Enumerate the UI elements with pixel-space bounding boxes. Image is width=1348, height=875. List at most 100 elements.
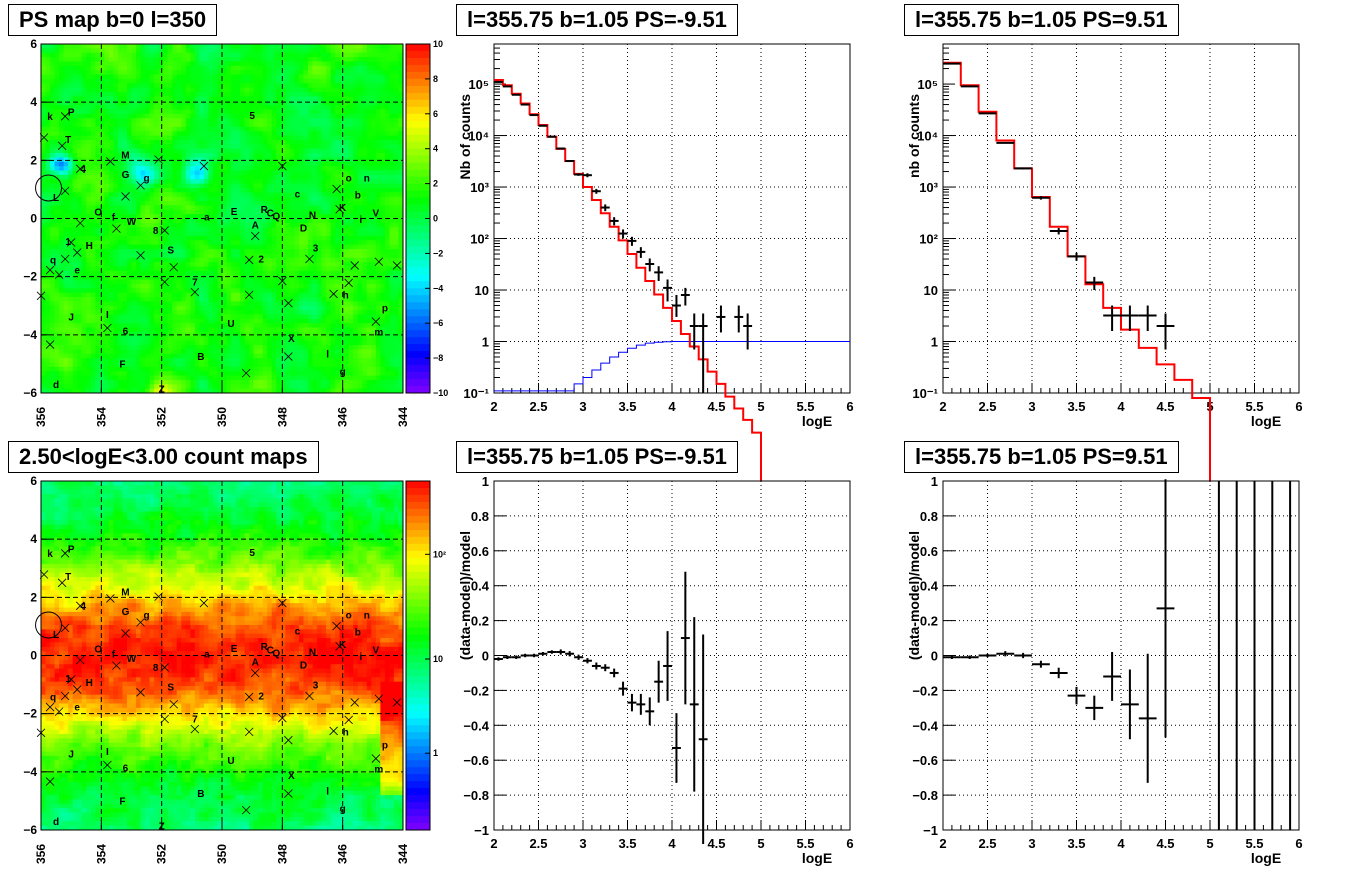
heatmap-cell: [321, 205, 327, 211]
heatmap-cell: [253, 244, 259, 250]
heatmap-cell: [72, 83, 78, 89]
heatmap-cell: [271, 57, 277, 62]
heatmap-cell: [235, 70, 241, 75]
heatmap-cell: [181, 358, 187, 363]
heatmap-cell: [108, 275, 114, 280]
heatmap-cell: [122, 345, 128, 350]
heatmap-cell: [77, 288, 83, 294]
heatmap-cell: [158, 61, 164, 67]
heatmap-cell: [185, 257, 191, 263]
heatmap-cell: [45, 205, 51, 211]
heatmap-cell: [276, 196, 282, 202]
heatmap-cell: [212, 100, 218, 106]
heatmap-cell: [258, 52, 264, 58]
heatmap-cell: [226, 91, 232, 97]
heatmap-cell: [90, 318, 96, 324]
heatmap-cell: [276, 323, 282, 328]
heatmap-cell: [81, 65, 87, 71]
heatmap-cell: [194, 345, 200, 350]
heatmap-cell: [81, 126, 87, 132]
heatmap-cell: [208, 105, 214, 110]
heatmap-cell: [222, 292, 227, 298]
heatmap-cell: [158, 253, 164, 259]
heatmap-cell: [276, 288, 282, 294]
heatmap-cell: [203, 118, 209, 123]
heatmap-cell: [41, 301, 46, 307]
heatmap-cell: [217, 122, 223, 128]
heatmap-cell: [222, 61, 227, 67]
heatmap-cell: [226, 148, 232, 154]
heatmap-cell: [307, 183, 313, 189]
heatmap-cell: [41, 327, 46, 333]
heatmap-cell: [54, 227, 60, 232]
heatmap-cell: [240, 183, 246, 189]
heatmap-cell: [212, 283, 218, 289]
heatmap-cell: [289, 192, 295, 198]
heatmap-cell: [136, 249, 141, 254]
heatmap-cell: [72, 283, 78, 289]
heatmap-cell: [222, 353, 227, 359]
heatmap-cell: [271, 310, 277, 315]
heatmap-cell: [63, 297, 69, 302]
heatmap-cell: [126, 122, 132, 128]
heatmap-cell: [253, 183, 259, 189]
heatmap-cell: [54, 113, 60, 119]
heatmap-cell: [231, 196, 236, 202]
heatmap-cell: [136, 253, 141, 259]
heatmap-cell: [181, 70, 187, 75]
heatmap-cell: [72, 48, 78, 54]
heatmap-cell: [294, 122, 300, 128]
heatmap-cell: [90, 270, 96, 276]
heatmap-cell: [199, 135, 205, 141]
heatmap-cell: [158, 135, 164, 141]
heatmap-cell: [298, 262, 304, 267]
heatmap-cell: [199, 131, 205, 137]
heatmap-cell: [154, 384, 160, 390]
heatmap-cell: [41, 70, 46, 75]
heatmap-cell: [317, 83, 322, 89]
heatmap-cell: [131, 122, 137, 128]
heatmap-cell: [217, 231, 223, 237]
heatmap-cell: [50, 105, 55, 110]
heatmap-cell: [303, 231, 309, 237]
heatmap-cell: [208, 362, 214, 368]
heatmap-cell: [307, 70, 313, 75]
heatmap-cell: [99, 310, 105, 315]
heatmap-cell: [317, 52, 322, 58]
heatmap-cell: [126, 231, 132, 237]
heatmap-cell: [163, 65, 169, 71]
heatmap-cell: [235, 349, 241, 355]
heatmap-cell: [54, 179, 60, 184]
heatmap-cell: [117, 161, 123, 167]
heatmap-cell: [167, 183, 173, 189]
heatmap-cell: [312, 288, 318, 294]
heatmap-cell: [113, 131, 119, 137]
heatmap-cell: [249, 297, 255, 302]
heatmap-cell: [122, 179, 128, 184]
heatmap-cell: [244, 201, 250, 206]
heatmap-cell: [117, 109, 123, 115]
heatmap-cell: [136, 87, 141, 93]
heatmap-cell: [262, 349, 268, 355]
heatmap-cell: [113, 388, 119, 394]
heatmap-cell: [231, 323, 236, 328]
heatmap-cell: [90, 44, 96, 49]
heatmap-cell: [231, 170, 236, 176]
heatmap-cell: [54, 257, 60, 263]
heatmap-cell: [285, 358, 291, 363]
heatmap-cell: [140, 83, 146, 89]
heatmap-cell: [95, 118, 101, 123]
heatmap-cell: [262, 96, 268, 102]
heatmap-cell: [280, 371, 286, 376]
heatmap-cell: [122, 249, 128, 254]
heatmap-cell: [86, 179, 92, 184]
heatmap-cell: [104, 222, 110, 228]
heatmap-cell: [317, 345, 322, 350]
heatmap-cell: [63, 314, 69, 320]
heatmap-cell: [244, 379, 250, 385]
heatmap-cell: [154, 379, 160, 385]
heatmap-cell: [258, 327, 264, 333]
heatmap-cell: [167, 144, 173, 150]
heatmap-cell: [54, 275, 60, 280]
heatmap-cell: [235, 366, 241, 372]
